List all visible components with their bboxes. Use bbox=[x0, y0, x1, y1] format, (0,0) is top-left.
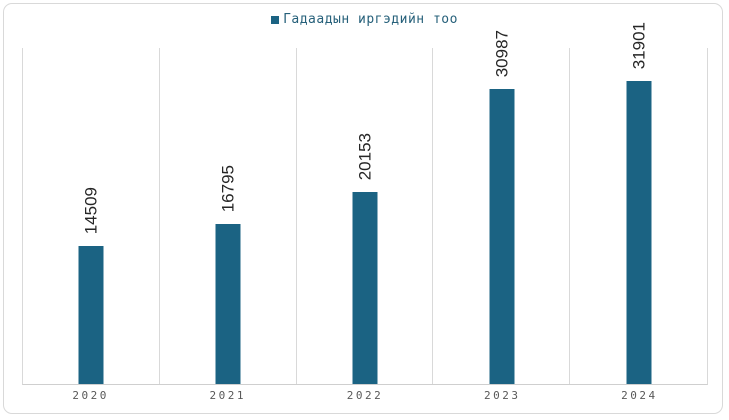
x-axis-label-2021: 2021 bbox=[209, 389, 247, 402]
bar-value-label-2023: 30987 bbox=[492, 30, 512, 78]
plot-area: 14509 16795 20153 30987 31901 bbox=[22, 22, 708, 385]
gridline bbox=[158, 48, 160, 384]
x-axis-label-2022: 2022 bbox=[346, 389, 384, 402]
gridline bbox=[569, 48, 571, 384]
bar-value-label-2024: 31901 bbox=[629, 21, 649, 69]
bar-column-2023: 30987 bbox=[433, 30, 570, 384]
x-axis-label-2020: 2020 bbox=[72, 389, 109, 402]
bar-2023 bbox=[489, 89, 515, 384]
bar-2024 bbox=[626, 80, 652, 384]
bar-value-label-2020: 14509 bbox=[81, 186, 101, 235]
bar-2022 bbox=[352, 192, 378, 384]
bar-column-2024: 31901 bbox=[570, 22, 707, 384]
gridline bbox=[295, 48, 297, 384]
gridline bbox=[432, 48, 434, 384]
chart-legend: Гадаадын иргэдийн тоо bbox=[0, 11, 729, 29]
bar-2021 bbox=[215, 224, 241, 384]
x-axis-label-2024: 2024 bbox=[621, 389, 658, 402]
x-axis: 2020 2021 2022 2023 2024 bbox=[22, 388, 708, 406]
x-axis-label-2023: 2023 bbox=[483, 389, 521, 402]
bar-column-2020: 14509 bbox=[23, 48, 160, 384]
bar-value-label-2021: 16795 bbox=[218, 165, 238, 213]
legend-series-marker-icon bbox=[271, 16, 280, 24]
bar-column-2022: 20153 bbox=[297, 48, 434, 384]
legend-series-label: Гадаадын иргэдийн тоо bbox=[283, 12, 458, 27]
bar-value-label-2022: 20153 bbox=[355, 133, 375, 181]
bar-2020 bbox=[78, 246, 104, 384]
bar-column-2021: 16795 bbox=[160, 48, 297, 384]
